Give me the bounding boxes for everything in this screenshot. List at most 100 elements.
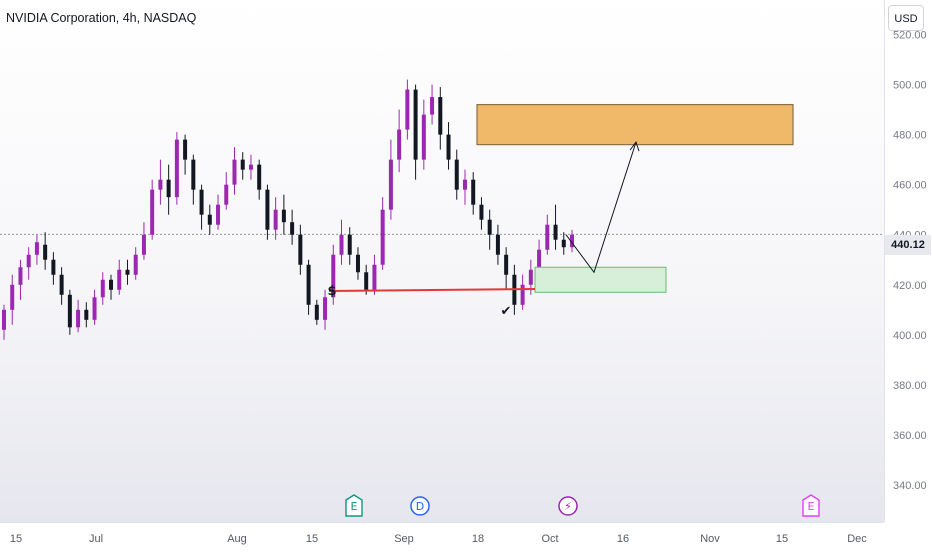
candle-body	[183, 139, 188, 160]
candle-body	[561, 239, 566, 248]
candle-body	[438, 97, 443, 135]
price-tick-label: 360.00	[893, 430, 927, 442]
candle	[479, 197, 484, 230]
candle	[298, 224, 303, 275]
time-tick-label: 15	[306, 533, 318, 545]
candle	[109, 274, 114, 300]
candle	[199, 184, 204, 230]
candle-body	[92, 297, 97, 320]
candle-body	[388, 159, 393, 210]
candle-body	[191, 159, 196, 190]
candle-body	[446, 134, 451, 160]
time-axis[interactable]: 15 Jul Aug 15 Sep 18 Oct 16 Nov 15 Dec	[0, 522, 884, 551]
candle-body	[281, 209, 286, 223]
candle-body	[224, 184, 229, 205]
candle-body	[166, 179, 171, 198]
candle-body	[43, 244, 48, 260]
candle-body	[495, 234, 500, 255]
candle-body	[339, 234, 344, 255]
chart-title: NVIDIA Corporation, 4h, NASDAQ	[6, 11, 197, 25]
candle-body	[18, 267, 23, 285]
candle-body	[2, 309, 6, 330]
candle	[430, 84, 435, 125]
candle-body	[141, 234, 146, 255]
candle	[405, 79, 410, 140]
candle-body	[290, 222, 295, 235]
candle-body	[240, 159, 245, 170]
event-badge-dividend: D	[410, 496, 430, 516]
candle	[207, 204, 212, 235]
candle-body	[405, 89, 410, 130]
candle	[290, 209, 295, 245]
event-badge-label: ⚡	[564, 500, 572, 513]
last-price-label: 440.12	[885, 235, 931, 255]
candle-body	[100, 279, 105, 298]
candle	[372, 254, 377, 295]
candle	[520, 274, 525, 310]
candle	[183, 134, 188, 175]
time-axis-labels: 15 Jul Aug 15 Sep 18 Oct 16 Nov 15 Dec	[10, 533, 867, 545]
price-tick-label: 460.00	[893, 180, 927, 192]
candle-body	[487, 219, 492, 235]
candle-body	[10, 284, 15, 310]
candle-body	[355, 254, 360, 273]
candle-body	[520, 284, 525, 305]
candle	[421, 99, 426, 170]
candle	[18, 259, 23, 300]
resistance-zone	[476, 103, 794, 146]
candle	[150, 179, 155, 240]
event-badge-shape	[558, 496, 578, 516]
price-tick-label: 420.00	[893, 280, 927, 292]
event-badge-label: D	[416, 500, 424, 513]
price-tick-label: 400.00	[893, 330, 927, 342]
candle	[347, 227, 352, 265]
candle-body	[421, 114, 426, 160]
candle-body	[471, 179, 476, 205]
event-badge-shape	[345, 494, 363, 517]
candle	[84, 302, 89, 328]
candle-body	[133, 254, 138, 275]
candle-body	[430, 97, 435, 115]
candle	[413, 84, 418, 180]
candle	[273, 197, 278, 240]
time-tick-label: Dec	[847, 533, 867, 545]
candle-body	[273, 209, 278, 230]
candle	[397, 109, 402, 173]
chart-marker: ✔	[501, 304, 512, 319]
candle	[10, 274, 15, 325]
candle	[141, 222, 146, 260]
price-chart[interactable]: $ ✔ E D ⚡ E	[0, 0, 884, 522]
candle-body	[84, 309, 89, 320]
candle	[331, 244, 336, 305]
candle	[265, 184, 270, 240]
time-tick-label: Jul	[89, 533, 103, 545]
chart-marker: $	[327, 284, 336, 299]
candle	[43, 232, 48, 270]
candle	[388, 139, 393, 220]
candle-body	[454, 159, 459, 190]
candle	[34, 234, 39, 265]
candle-body	[306, 264, 311, 305]
candle	[495, 224, 500, 265]
candle-body	[125, 269, 130, 275]
candle-body	[553, 224, 558, 240]
currency-button[interactable]: USD	[888, 5, 924, 31]
candle-body	[76, 309, 81, 328]
candle-body	[59, 274, 64, 295]
candle	[92, 289, 97, 325]
price-tick-label: 520.00	[893, 30, 927, 42]
candle-body	[67, 294, 72, 328]
candle-body	[462, 179, 467, 190]
candle	[446, 122, 451, 170]
candle	[306, 259, 311, 315]
candle	[462, 169, 467, 205]
chart-area[interactable]: $ ✔ E D ⚡ E NVIDIA Corporation, 4h, NASDAQ	[0, 0, 884, 522]
candle-body	[331, 254, 336, 298]
candle	[561, 232, 566, 255]
candle	[166, 164, 171, 215]
price-axis[interactable]: 340.00360.00380.00400.00420.00440.00460.…	[884, 0, 932, 522]
candle-body	[109, 279, 114, 290]
candle-body	[372, 264, 377, 290]
candle-body	[26, 254, 31, 268]
event-badge-split: ⚡	[558, 496, 578, 516]
